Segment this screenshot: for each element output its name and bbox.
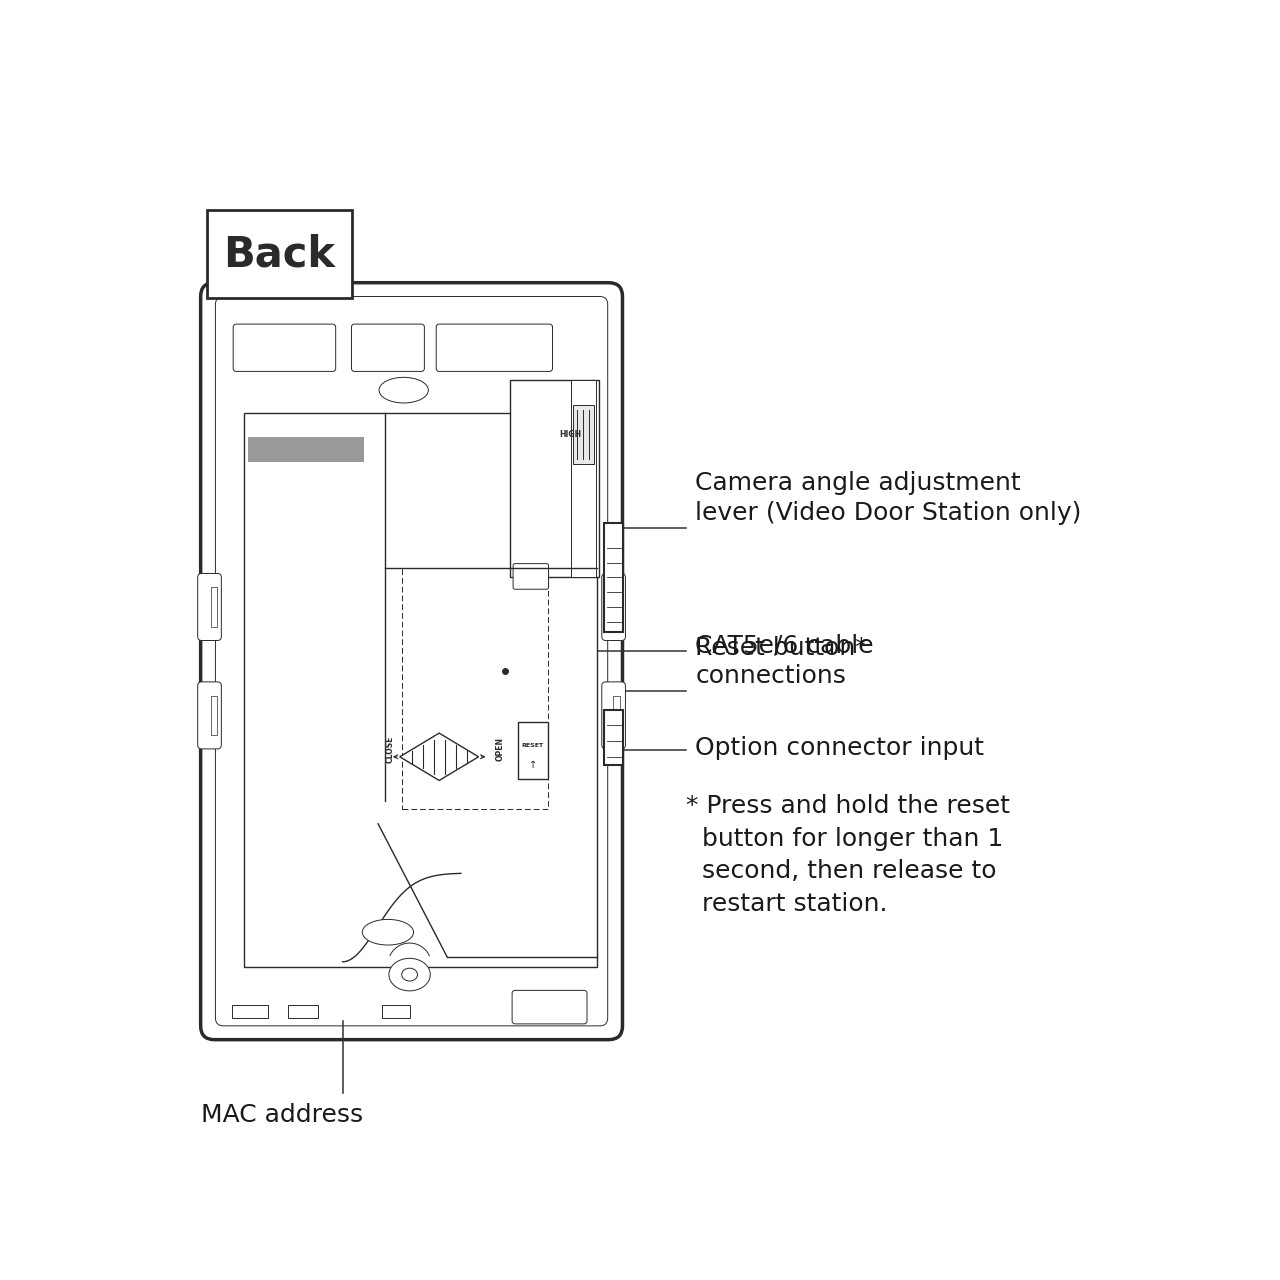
Ellipse shape	[362, 919, 413, 945]
Bar	[210, 696, 218, 735]
Bar	[573, 404, 594, 465]
Bar	[381, 1005, 410, 1018]
FancyBboxPatch shape	[233, 324, 335, 371]
Bar	[571, 380, 596, 577]
Polygon shape	[399, 733, 479, 781]
Bar	[511, 380, 599, 577]
Ellipse shape	[389, 959, 430, 991]
Bar	[210, 588, 218, 627]
Bar	[248, 438, 365, 462]
Text: HIGH: HIGH	[559, 430, 581, 439]
Text: OPEN: OPEN	[495, 737, 504, 760]
FancyBboxPatch shape	[197, 573, 221, 640]
Text: CLOSE: CLOSE	[385, 735, 394, 763]
Text: RESET: RESET	[522, 742, 544, 748]
Bar	[604, 524, 623, 631]
Text: Camera angle adjustment
lever (Video Door Station only): Camera angle adjustment lever (Video Doo…	[695, 471, 1082, 525]
FancyBboxPatch shape	[513, 563, 549, 589]
Text: Reset button*: Reset button*	[695, 636, 868, 660]
Bar	[613, 696, 620, 735]
FancyBboxPatch shape	[436, 324, 553, 371]
FancyBboxPatch shape	[201, 283, 622, 1039]
Bar	[613, 588, 620, 627]
Bar	[518, 722, 548, 780]
Bar	[604, 710, 623, 764]
FancyBboxPatch shape	[602, 573, 626, 640]
FancyBboxPatch shape	[602, 682, 626, 749]
Text: CAT5e/6 cable
connections: CAT5e/6 cable connections	[695, 634, 874, 687]
Bar	[232, 1005, 268, 1018]
Bar	[206, 210, 352, 298]
Text: Option connector input: Option connector input	[695, 736, 984, 760]
FancyBboxPatch shape	[512, 991, 588, 1024]
Bar	[288, 1005, 317, 1018]
Text: MAC address: MAC address	[201, 1102, 362, 1126]
FancyBboxPatch shape	[352, 324, 425, 371]
Ellipse shape	[402, 968, 417, 980]
Bar	[402, 567, 548, 809]
Text: Back: Back	[224, 233, 335, 275]
FancyBboxPatch shape	[197, 682, 221, 749]
Bar	[244, 413, 596, 966]
Ellipse shape	[379, 378, 429, 403]
Text: * Press and hold the reset
  button for longer than 1
  second, then release to
: * Press and hold the reset button for lo…	[686, 794, 1010, 916]
Text: ↑: ↑	[529, 760, 536, 771]
FancyBboxPatch shape	[215, 297, 608, 1025]
